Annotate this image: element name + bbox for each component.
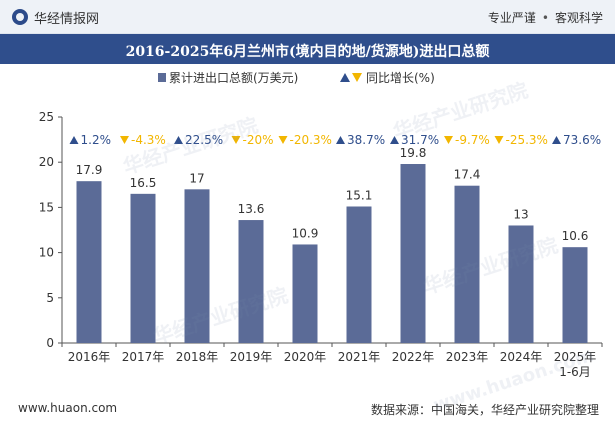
- chart-area: 累计进出口总额(万美元) 同比增长(%) 0 5 10 15 20 25 2016年 2017…: [39, 71, 603, 379]
- growth-down-triangle-icon: [231, 136, 241, 144]
- y-tick-label: 5: [46, 291, 54, 305]
- growth-label: 1.2%: [81, 133, 112, 147]
- bar: [346, 206, 372, 343]
- bar: [76, 181, 102, 343]
- growth-label: 38.7%: [347, 133, 385, 147]
- growth-label: -9.7%: [455, 133, 490, 147]
- value-labels: 17.9 16.5 17 13.6 10.9 15.1 19.8 17.4 13 10.6: [76, 146, 589, 243]
- x-tick-label: 2022年: [392, 350, 435, 364]
- growth-up-triangle-icon: [336, 136, 345, 144]
- growth-up-triangle-icon: [552, 136, 561, 144]
- growth-label: -25.3%: [506, 133, 548, 147]
- footer-website[interactable]: www.huaon.com: [18, 401, 118, 415]
- axes: 0 5 10 15 20 25 2016年 2017年 2018年 2019年 2020年 2021年…: [39, 110, 603, 379]
- bar: [400, 164, 426, 343]
- brand-name: 华经情报网: [34, 11, 100, 27]
- y-tick-label: 15: [39, 200, 54, 214]
- data-label: 10.6: [562, 229, 589, 243]
- growth-up-triangle-icon: [69, 136, 79, 144]
- motto-left: 专业严谨: [487, 11, 536, 25]
- bar: [454, 185, 480, 343]
- growth-label: 73.6%: [563, 133, 601, 147]
- y-tick-label: 20: [39, 155, 54, 169]
- y-tick-label: 0: [46, 336, 54, 350]
- growth-up-triangle-icon: [390, 136, 399, 144]
- x-tick-label: 1-6月: [559, 365, 591, 379]
- growth-up-triangle-icon: [174, 136, 183, 144]
- data-label: 17.4: [454, 168, 481, 182]
- x-tick-label: 2017年: [122, 350, 165, 364]
- data-label: 17: [189, 171, 204, 185]
- x-tick-label: 2025年: [554, 350, 597, 364]
- y-tick-label: 10: [39, 246, 54, 260]
- data-label: 17.9: [76, 163, 103, 177]
- data-label: 15.1: [346, 188, 373, 202]
- legend: 累计进出口总额(万美元) 同比增长(%): [158, 71, 435, 85]
- x-tick-label: 2024年: [500, 350, 543, 364]
- growth-down-triangle-icon: [278, 136, 288, 144]
- brand-logo-icon: [12, 9, 28, 25]
- growth-label: -20%: [243, 133, 274, 147]
- x-tick-label: 2018年: [176, 350, 219, 364]
- bar: [562, 247, 588, 343]
- footer-source: 数据来源：中国海关，华经产业研究院整理: [370, 403, 599, 417]
- growth-down-triangle-icon: [444, 136, 453, 144]
- legend-down-triangle-icon: [352, 73, 362, 82]
- data-label: 19.8: [400, 146, 427, 160]
- legend-growth-label: 同比增长(%): [366, 71, 435, 85]
- legend-bar-label: 累计进出口总额(万美元): [169, 71, 298, 85]
- bar: [238, 220, 264, 343]
- x-tick-label: 2019年: [230, 350, 273, 364]
- motto-separator-dot: •: [541, 10, 549, 25]
- brand[interactable]: 华经情报网: [12, 8, 100, 27]
- bar: [130, 193, 156, 343]
- y-tick-label: 25: [39, 110, 54, 124]
- data-label: 16.5: [130, 176, 157, 190]
- x-tick-label: 2021年: [338, 350, 381, 364]
- bar: [184, 189, 210, 343]
- x-tick-label: 2023年: [446, 350, 489, 364]
- bar: [292, 244, 318, 343]
- motto: 专业严谨 • 客观科学: [488, 9, 603, 26]
- growth-label: 22.5%: [185, 133, 223, 147]
- legend-up-triangle-icon: [340, 73, 350, 82]
- growth-label: -20.3%: [290, 133, 332, 147]
- top-bar: 华经情报网 专业严谨 • 客观科学: [0, 0, 615, 34]
- growth-labels: 1.2% -4.3% 22.5% -20% -20.3% 38.7% 31.7% -9.7% -…: [69, 133, 601, 147]
- growth-down-triangle-icon: [120, 136, 129, 144]
- growth-down-triangle-icon: [494, 136, 504, 144]
- data-label: 13: [513, 207, 528, 221]
- x-tick-label: 2020年: [284, 350, 327, 364]
- chart-title: 2016-2025年6月兰州市(境内目的地/货源地)进出口总额: [125, 44, 490, 60]
- x-tick-label: 2016年: [68, 350, 111, 364]
- bar: [508, 225, 534, 343]
- growth-label: -4.3%: [131, 133, 166, 147]
- bars: [76, 164, 588, 343]
- title-bar: 2016-2025年6月兰州市(境内目的地/货源地)进出口总额: [0, 34, 615, 64]
- data-label: 10.9: [292, 226, 319, 240]
- legend-bar-swatch: [158, 73, 166, 82]
- motto-right: 客观科学: [554, 11, 603, 25]
- data-label: 13.6: [238, 202, 265, 216]
- growth-label: 31.7%: [401, 133, 439, 147]
